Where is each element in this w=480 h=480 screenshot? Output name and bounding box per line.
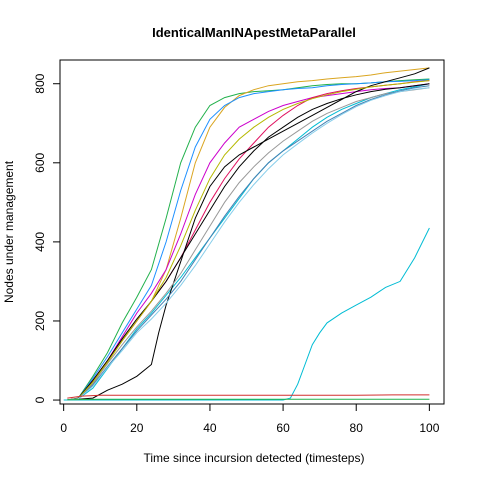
y-tick-label: 400 bbox=[33, 232, 47, 252]
y-tick-label: 600 bbox=[33, 152, 47, 172]
y-tick-label: 200 bbox=[33, 311, 47, 331]
x-tick-label: 0 bbox=[60, 421, 67, 435]
series-line-3 bbox=[67, 79, 430, 401]
series-line-13 bbox=[63, 227, 430, 401]
x-tick-label: 40 bbox=[203, 421, 217, 435]
y-axis: 0 200 400 600 800 bbox=[33, 73, 61, 403]
x-tick-label: 100 bbox=[419, 421, 439, 435]
series-line-6 bbox=[67, 80, 430, 401]
y-tick-label: 800 bbox=[33, 73, 47, 93]
x-tick-label: 60 bbox=[276, 421, 290, 435]
y-axis-label: Nodes under management bbox=[2, 160, 16, 303]
series-line-10 bbox=[67, 80, 430, 401]
series-line-5 bbox=[67, 83, 430, 401]
x-axis-label: Time since incursion detected (timesteps… bbox=[144, 451, 365, 465]
series-line-9 bbox=[67, 87, 430, 401]
series-lines bbox=[63, 67, 430, 401]
chart-title: IdenticalManINApestMetaParallel bbox=[152, 25, 356, 40]
series-line-8 bbox=[67, 83, 430, 401]
x-tick-label: 80 bbox=[350, 421, 364, 435]
series-line-14 bbox=[67, 394, 430, 399]
series-line-11 bbox=[67, 85, 430, 401]
x-tick-label: 20 bbox=[130, 421, 144, 435]
series-line-12 bbox=[67, 87, 430, 401]
x-axis: 0 20 40 60 80 100 bbox=[60, 403, 440, 435]
plot-frame bbox=[59, 59, 445, 405]
y-tick-label: 0 bbox=[33, 396, 47, 403]
